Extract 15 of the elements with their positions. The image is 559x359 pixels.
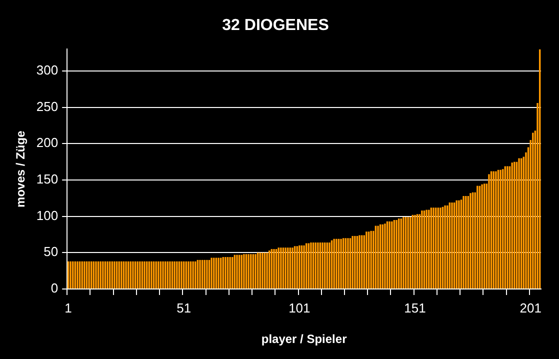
x-tick-label: 1 <box>64 300 72 316</box>
x-tick-label: 51 <box>176 300 192 316</box>
y-tick-label: 100 <box>36 208 58 223</box>
y-tick-label: 0 <box>50 280 58 296</box>
x-tick-label: 101 <box>288 300 310 316</box>
y-tick-label: 200 <box>36 135 58 150</box>
chart-title: 32 DIOGENES <box>222 17 330 34</box>
y-axis-title: moves / Züge <box>14 130 28 208</box>
y-tick-label: 300 <box>36 62 58 78</box>
x-axis-title: player / Spieler <box>261 332 348 346</box>
y-tick-label: 50 <box>44 244 58 260</box>
y-tick-label: 150 <box>36 172 58 187</box>
x-tick-label: 201 <box>520 300 542 316</box>
x-tick-label: 151 <box>404 300 426 316</box>
y-tick-label: 250 <box>36 98 58 114</box>
